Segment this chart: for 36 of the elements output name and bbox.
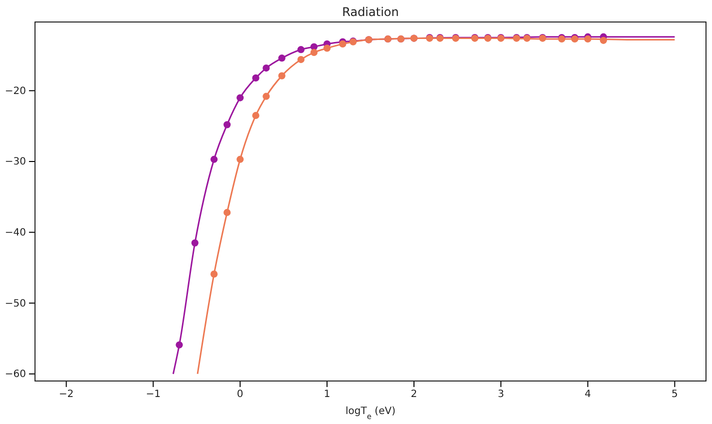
point	[278, 72, 286, 80]
y-tick-label: −40	[4, 228, 26, 238]
x-tick-label: 1	[324, 389, 330, 400]
point	[339, 40, 346, 48]
point	[236, 156, 244, 163]
point	[310, 48, 318, 56]
point	[224, 208, 231, 216]
point	[297, 56, 305, 64]
point	[323, 44, 331, 52]
point	[584, 35, 592, 43]
x-tick-label: 0	[236, 389, 244, 400]
point	[297, 46, 305, 54]
y-tick-label: −20	[4, 86, 26, 97]
x-axis-title: logT$_{e}$ (eV)	[346, 406, 396, 420]
point	[236, 94, 244, 102]
y-tick-label: −50	[4, 298, 26, 310]
point	[278, 54, 286, 62]
x-tick-label: 5	[672, 389, 678, 400]
x-tick-label: −2	[58, 389, 74, 400]
x-tick-label: 3	[498, 389, 504, 400]
y-tick-label: −60	[4, 369, 26, 380]
x-tick-label: 4	[584, 389, 591, 400]
point	[252, 74, 260, 82]
y-tick-label: −30	[4, 156, 26, 168]
point	[262, 92, 270, 100]
point	[224, 121, 231, 128]
point	[210, 156, 218, 163]
x-tick-label: −1	[146, 389, 161, 400]
point	[252, 112, 260, 120]
point	[176, 341, 183, 348]
point	[191, 239, 198, 246]
chart-title: Radiation	[342, 5, 399, 19]
point	[262, 64, 270, 72]
x-tick-label: 2	[410, 389, 418, 400]
point	[210, 270, 218, 278]
point	[600, 36, 608, 44]
